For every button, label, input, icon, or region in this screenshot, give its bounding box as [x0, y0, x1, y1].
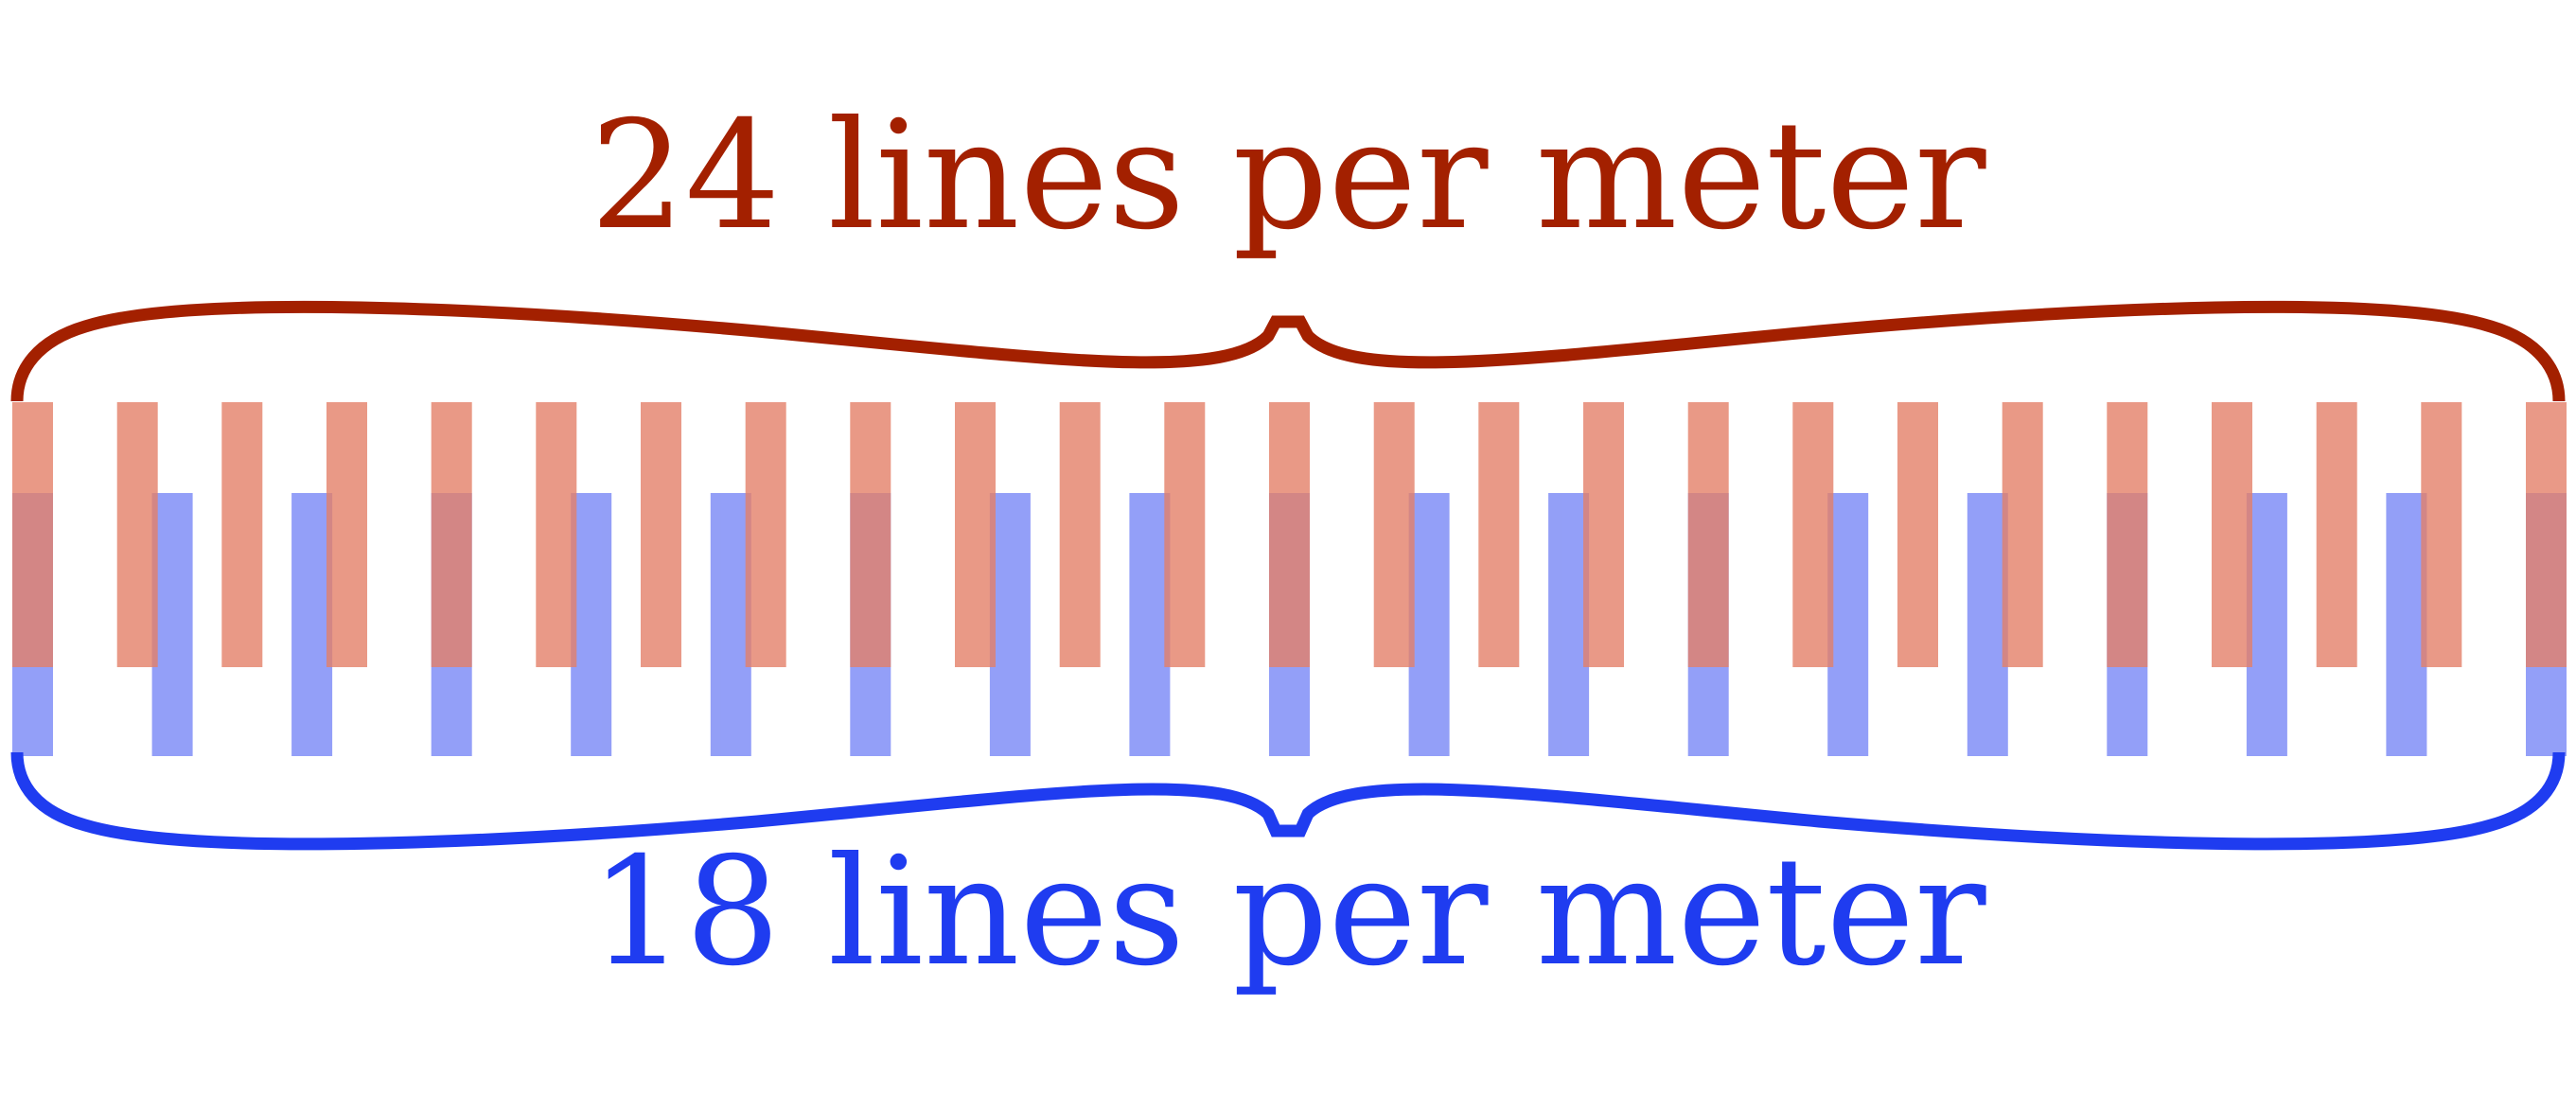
top-grating-bar	[326, 402, 367, 667]
bottom-grating-bar	[2246, 493, 2287, 756]
top-grating-bar	[1059, 402, 1101, 667]
top-grating-bar	[955, 402, 996, 667]
top-grating-bar	[2316, 402, 2357, 667]
top-grating-bar	[1792, 402, 1834, 667]
bottom-grating-bar	[1129, 493, 1171, 756]
top-grating-bar	[1897, 402, 1938, 667]
bottom-grating-bar	[1967, 493, 2008, 756]
top-grating-bar	[2526, 402, 2567, 667]
top-grating-bar	[536, 402, 577, 667]
bottom-grating-bar	[989, 493, 1031, 756]
top-grating-bar	[12, 402, 53, 667]
top-grating-bar	[1164, 402, 1206, 667]
bottom-grating-label: 18 lines per meter	[590, 825, 1986, 999]
top-grating-bar	[1478, 402, 1520, 667]
top-grating-bars	[12, 402, 2567, 667]
top-grating-bar	[2421, 402, 2462, 667]
top-grating-bar	[1269, 402, 1310, 667]
top-grating-bar	[2212, 402, 2252, 667]
bottom-brace	[10, 751, 2566, 851]
top-grating-bar	[116, 402, 158, 667]
bottom-grating-bar	[1827, 493, 1869, 756]
top-grating-bar	[2107, 402, 2148, 667]
bottom-grating-bar	[1408, 493, 1450, 756]
top-grating-bar	[745, 402, 786, 667]
top-grating-bar	[431, 402, 472, 667]
top-grating-bar	[2002, 402, 2043, 667]
bottom-grating-bar	[710, 493, 751, 756]
bottom-grating-bar	[151, 493, 193, 756]
top-grating-bar	[221, 402, 263, 667]
bottom-grating-bar	[571, 493, 612, 756]
top-grating-bar	[641, 402, 681, 667]
top-grating-bar	[1687, 402, 1729, 667]
bottom-grating-bar	[2386, 493, 2427, 756]
top-brace	[10, 300, 2566, 402]
bottom-grating-bar	[1548, 493, 1590, 756]
top-grating-bar	[1373, 402, 1415, 667]
top-grating-bar	[1583, 402, 1624, 667]
bottom-grating-bar	[291, 493, 333, 756]
top-grating-label: 24 lines per meter	[590, 89, 1986, 263]
top-grating-bar	[850, 402, 891, 667]
